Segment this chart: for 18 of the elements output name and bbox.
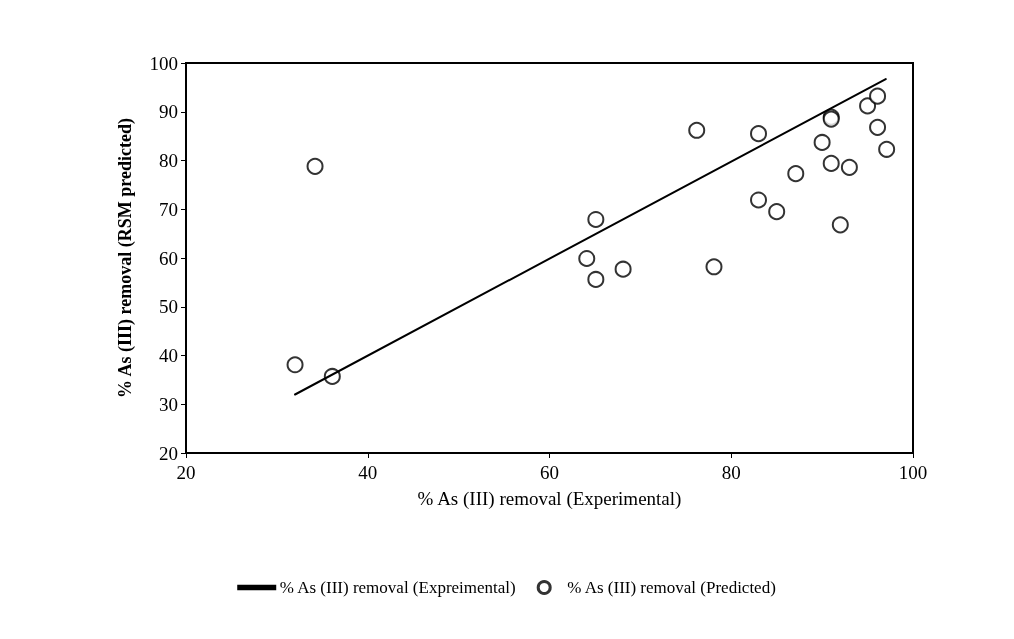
x-tick-label: 40: [358, 462, 378, 483]
legend-label: % As (III) removal (Expreimental): [279, 578, 516, 597]
x-tick-label: 100: [898, 462, 928, 483]
y-axis-title: % As (III) removal (RSM predicted): [115, 118, 136, 398]
x-tick-label: 20: [176, 462, 196, 483]
y-tick-label: 90: [159, 101, 178, 123]
y-tick-label: 50: [159, 296, 178, 318]
y-tick-label: 70: [159, 198, 178, 220]
y-tick-label: 100: [149, 52, 178, 74]
x-tick-label: 80: [721, 462, 741, 483]
x-tick-label: 60: [540, 462, 559, 483]
y-tick-label: 20: [159, 442, 178, 464]
y-tick-label: 60: [159, 247, 178, 269]
y-tick-label: 40: [159, 345, 178, 366]
legend-label: % As (III) removal (Predicted): [567, 578, 776, 597]
y-tick-label: 30: [159, 393, 178, 415]
x-axis-title: % As (III) removal (Experimental): [417, 488, 682, 510]
y-tick-label: 80: [159, 150, 178, 171]
